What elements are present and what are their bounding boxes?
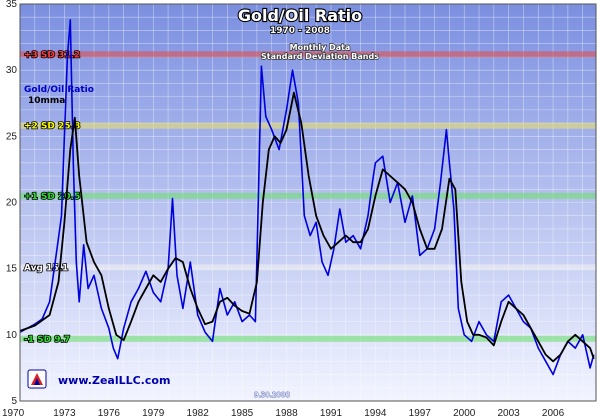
band-3-sd xyxy=(20,51,596,58)
legend-item-10mma: 10mma xyxy=(28,96,65,106)
zeal-logo-icon xyxy=(27,369,47,389)
legend-item-gold-oil-ratio: Gold/Oil Ratio xyxy=(24,85,94,95)
y-tick-label: 25 xyxy=(6,131,18,142)
y-tick-label: 15 xyxy=(6,264,18,275)
band-label-1-sd: -1 SD 9.7 xyxy=(24,335,70,345)
x-tick-label: 1982 xyxy=(187,408,210,419)
band-1-sd xyxy=(20,192,596,199)
std-dev-bands: +3 SD 31.2 +2 SD 25.8 +1 SD 20.5 Avg 15.1 -1… xyxy=(20,49,596,346)
chart-title: Gold/Oil Ratio xyxy=(238,6,362,25)
logo-ray-blue xyxy=(34,378,40,385)
x-tick-label: 2006 xyxy=(542,408,565,419)
chart-subtitle: 1970 - 2008 xyxy=(270,26,330,36)
x-tick-label: 2003 xyxy=(498,408,521,419)
note-std-dev-bands: Standard Deviation Bands xyxy=(261,52,379,61)
series-lines xyxy=(19,19,595,376)
x-tick-label: 1979 xyxy=(142,408,165,419)
series-line-10mma xyxy=(19,91,595,363)
date-stamp: 9.30.2008 xyxy=(254,391,290,399)
x-tick-label: 1997 xyxy=(409,408,432,419)
x-tick-label: 2000 xyxy=(453,408,476,419)
y-tick-label: 35 xyxy=(6,0,18,10)
note-monthly-data: Monthly Data xyxy=(290,43,351,52)
band-2-sd xyxy=(20,122,596,129)
legend: Gold/Oil Ratio 10mma xyxy=(24,85,94,106)
brand-url: www.ZealLLC.com xyxy=(58,374,170,387)
x-tick-label: 1970 xyxy=(2,408,25,419)
x-axis-ticks: 1970 1973 1976 1979 1982 1985 1988 1991 1994 1997… xyxy=(2,408,565,419)
x-tick-label: 1976 xyxy=(98,408,121,419)
y-tick-label: 10 xyxy=(6,330,18,341)
x-tick-label: 1988 xyxy=(275,408,298,419)
x-tick-label: 1991 xyxy=(320,408,343,419)
band-label-1-sd: +1 SD 20.5 xyxy=(24,192,80,202)
x-tick-label: 1973 xyxy=(53,408,76,419)
brand-logo: www.ZealLLC.com xyxy=(27,369,170,389)
x-tick-label: 1985 xyxy=(231,408,254,419)
band-label-avg: Avg 15.1 xyxy=(24,263,68,273)
x-tick-label: 1994 xyxy=(364,408,387,419)
series-line-gold-oil-ratio xyxy=(19,19,595,376)
band-label-3-sd: +3 SD 31.2 xyxy=(24,50,80,60)
band-label-2-sd: +2 SD 25.8 xyxy=(24,122,80,132)
y-axis-ticks: 5 10 15 20 25 30 35 xyxy=(6,0,18,407)
y-tick-label: 20 xyxy=(6,198,18,209)
plot-frame xyxy=(19,3,597,402)
y-tick-label: 30 xyxy=(6,65,18,76)
band-1-sd xyxy=(20,335,596,342)
y-tick-label: 5 xyxy=(11,396,17,407)
band-avg xyxy=(20,264,596,271)
